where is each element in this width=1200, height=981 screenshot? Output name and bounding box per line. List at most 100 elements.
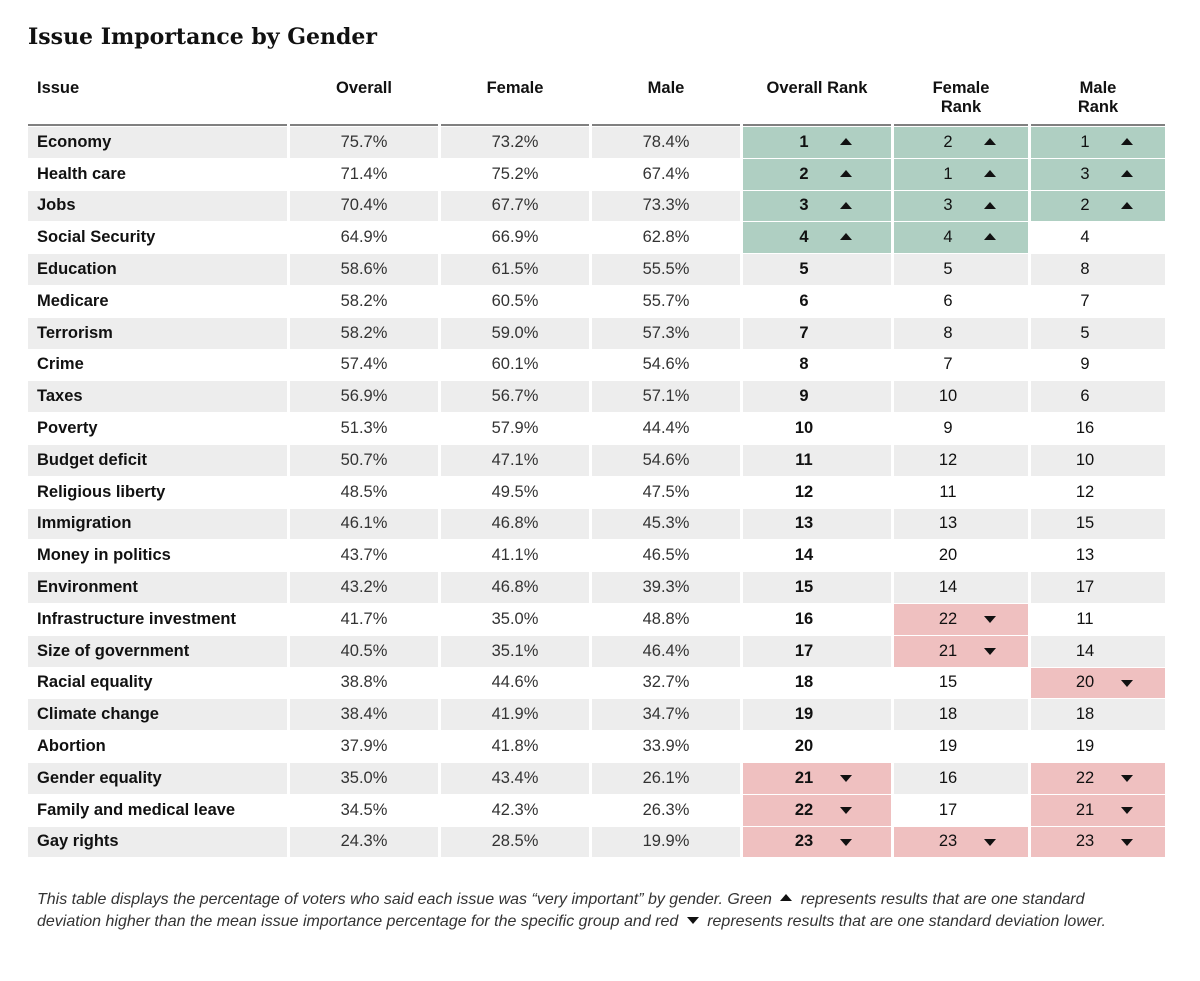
female-rank-cell: 1 xyxy=(894,158,1028,191)
empty-marker xyxy=(984,677,996,689)
male-percent-cell: 62.8% xyxy=(592,222,740,255)
up-triangle-icon xyxy=(984,138,996,146)
male-rank-cell: 10 xyxy=(1031,444,1165,477)
female-rank-cell: 3 xyxy=(894,190,1028,223)
male-rank-cell: 5 xyxy=(1031,317,1165,350)
overall-rank-cell: 10 xyxy=(743,413,891,445)
female-rank-cell: 6 xyxy=(894,285,1028,318)
up-triangle-icon xyxy=(1121,201,1133,209)
table-row: Immigration 46.1% 46.8% 45.3% 13 13 15 xyxy=(28,508,1165,541)
down-triangle-icon xyxy=(840,806,852,814)
overall-percent-cell: 43.2% xyxy=(290,572,438,604)
female-rank-cell: 21 xyxy=(894,635,1028,668)
overall-rank-value: 10 xyxy=(794,419,814,438)
male-rank-cell: 16 xyxy=(1031,413,1165,445)
empty-marker xyxy=(984,327,996,339)
overall-rank-cell: 8 xyxy=(743,349,891,382)
overall-rank-value: 18 xyxy=(794,673,814,692)
female-rank-value: 23 xyxy=(938,832,958,851)
male-rank-value: 7 xyxy=(1080,291,1090,310)
empty-marker xyxy=(984,423,996,435)
table-row: Gay rights 24.3% 28.5% 19.9% 23 23 23 xyxy=(28,826,1165,859)
male-rank-cell: 12 xyxy=(1031,476,1165,509)
male-percent-cell: 55.7% xyxy=(592,285,740,318)
male-rank-value: 4 xyxy=(1080,228,1090,247)
female-rank-cell: 20 xyxy=(894,540,1028,573)
up-triangle-icon xyxy=(840,169,852,177)
issue-name-cell: Jobs xyxy=(28,190,287,223)
table-row: Religious liberty 48.5% 49.5% 47.5% 12 11 12 xyxy=(28,476,1165,509)
female-percent-cell: 67.7% xyxy=(441,190,589,223)
table-row: Social Security 64.9% 66.9% 62.8% 4 4 4 xyxy=(28,222,1165,255)
overall-percent-cell: 75.7% xyxy=(290,126,438,159)
down-triangle-icon xyxy=(840,774,852,782)
down-triangle-icon xyxy=(840,838,852,846)
overall-rank-value: 22 xyxy=(794,800,814,819)
issue-name-cell: Abortion xyxy=(28,731,287,763)
table-body: Economy 75.7% 73.2% 78.4% 1 2 1 Health care 71.4… xyxy=(28,126,1165,859)
empty-marker xyxy=(840,518,852,530)
male-percent-cell: 32.7% xyxy=(592,667,740,700)
overall-rank-value: 13 xyxy=(794,514,814,533)
up-triangle-icon xyxy=(984,233,996,241)
overall-rank-cell: 22 xyxy=(743,794,891,827)
empty-marker xyxy=(984,550,996,562)
overall-rank-value: 17 xyxy=(794,641,814,660)
issue-name-cell: Climate change xyxy=(28,699,287,732)
empty-marker xyxy=(1121,709,1133,721)
female-percent-cell: 35.0% xyxy=(441,603,589,636)
female-rank-value: 15 xyxy=(938,673,958,692)
female-rank-value: 18 xyxy=(938,705,958,724)
overall-rank-cell: 12 xyxy=(743,476,891,509)
issue-name-cell: Family and medical leave xyxy=(28,794,287,827)
footnote-text-part1: This table displays the percentage of vo… xyxy=(37,891,772,908)
overall-rank-cell: 17 xyxy=(743,635,891,668)
female-percent-cell: 46.8% xyxy=(441,572,589,604)
empty-marker xyxy=(840,359,852,371)
male-rank-cell: 3 xyxy=(1031,158,1165,191)
male-rank-value: 15 xyxy=(1075,514,1095,533)
overall-rank-cell: 20 xyxy=(743,731,891,763)
male-percent-cell: 73.3% xyxy=(592,190,740,223)
female-rank-value: 4 xyxy=(943,228,953,247)
footnote: This table displays the percentage of vo… xyxy=(37,889,1127,933)
up-triangle-icon xyxy=(840,233,852,241)
footnote-text-part3: represents results that are one standard… xyxy=(707,913,1106,930)
male-rank-cell: 4 xyxy=(1031,222,1165,255)
overall-percent-cell: 57.4% xyxy=(290,349,438,382)
overall-percent-cell: 48.5% xyxy=(290,476,438,509)
empty-marker xyxy=(840,645,852,657)
empty-marker xyxy=(840,582,852,594)
male-rank-cell: 1 xyxy=(1031,126,1165,159)
male-rank-value: 3 xyxy=(1080,164,1090,183)
issue-name-cell: Gender equality xyxy=(28,762,287,795)
empty-marker xyxy=(1121,391,1133,403)
overall-rank-cell: 23 xyxy=(743,826,891,859)
male-percent-cell: 19.9% xyxy=(592,826,740,859)
overall-rank-cell: 18 xyxy=(743,667,891,700)
down-triangle-icon xyxy=(1121,806,1133,814)
footnote-text-part2: represents results that are one standard… xyxy=(37,891,1085,930)
issue-name-cell: Medicare xyxy=(28,285,287,318)
overall-percent-cell: 70.4% xyxy=(290,190,438,223)
male-rank-value: 23 xyxy=(1075,832,1095,851)
table-row: Infrastructure investment 41.7% 35.0% 48.8%… xyxy=(28,603,1165,636)
issue-name-cell: Infrastructure investment xyxy=(28,603,287,636)
issue-name-cell: Size of government xyxy=(28,635,287,668)
female-rank-value: 20 xyxy=(938,546,958,565)
male-percent-cell: 47.5% xyxy=(592,476,740,509)
overall-percent-cell: 64.9% xyxy=(290,222,438,255)
overall-rank-cell: 1 xyxy=(743,126,891,159)
overall-rank-cell: 6 xyxy=(743,285,891,318)
male-percent-cell: 57.1% xyxy=(592,381,740,414)
overall-rank-cell: 21 xyxy=(743,762,891,795)
overall-percent-cell: 24.3% xyxy=(290,826,438,859)
female-rank-cell: 19 xyxy=(894,731,1028,763)
empty-marker xyxy=(840,613,852,625)
female-rank-value: 12 xyxy=(938,450,958,469)
overall-rank-value: 4 xyxy=(799,228,809,247)
down-triangle-icon xyxy=(984,647,996,655)
female-rank-cell: 12 xyxy=(894,444,1028,477)
male-rank-value: 10 xyxy=(1075,450,1095,469)
overall-rank-cell: 9 xyxy=(743,381,891,414)
